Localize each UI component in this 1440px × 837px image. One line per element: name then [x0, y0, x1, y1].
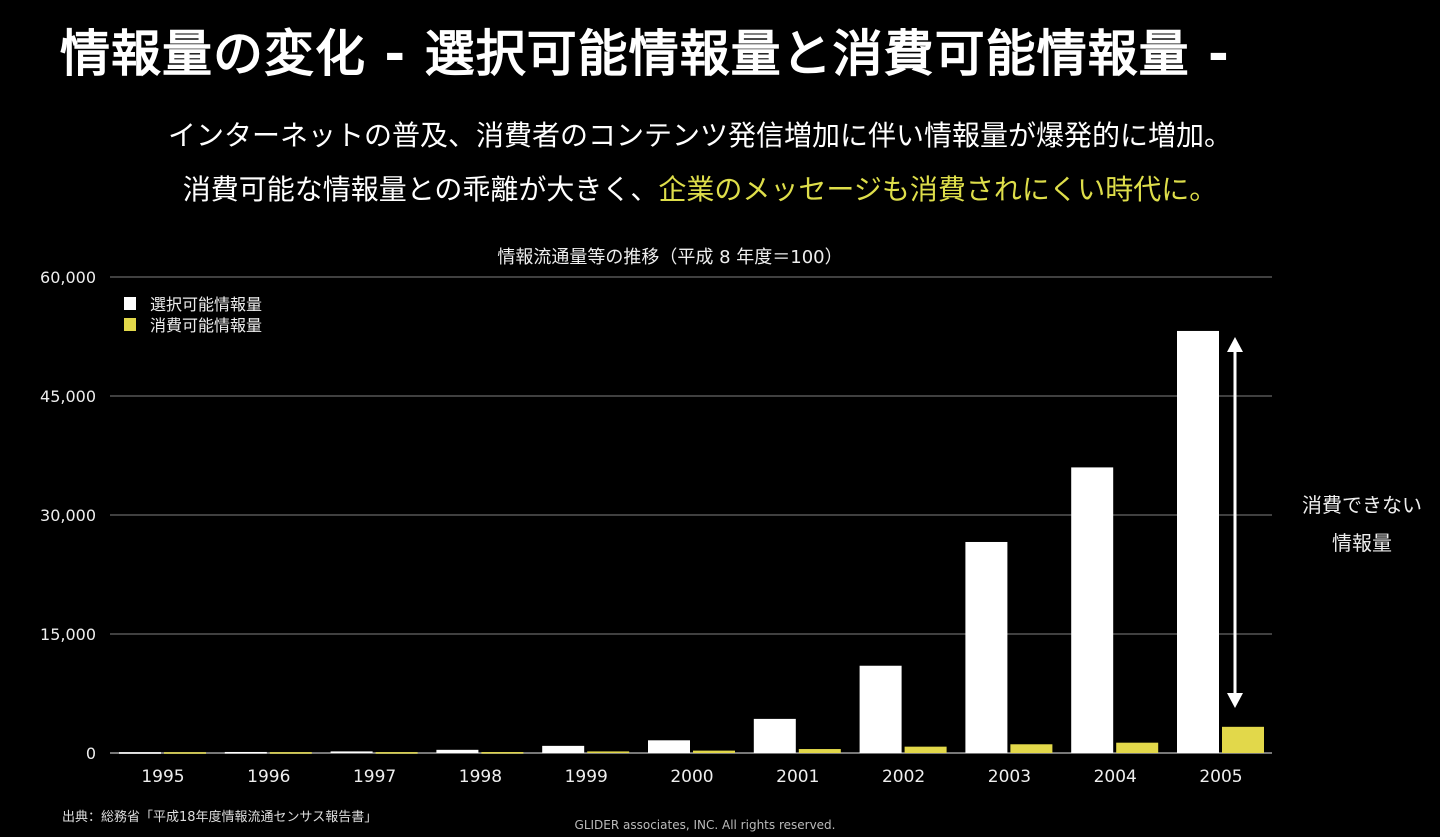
- legend-label-consumable: 消費可能情報量: [150, 316, 262, 335]
- bar-consumable-2003: [1010, 744, 1053, 753]
- bar-consumable-2000: [693, 750, 735, 753]
- bar-selectable-2002: [859, 665, 902, 753]
- bar-selectable-2004: [1071, 467, 1114, 753]
- legend-swatch-consumable: [124, 318, 136, 331]
- bar-consumable-1999: [587, 751, 630, 753]
- y-tick-label: 30,000: [40, 506, 96, 525]
- subtitle-highlight: 企業のメッセージも消費されにくい時代に。: [658, 173, 1218, 206]
- x-tick-label: 2005: [1199, 767, 1242, 787]
- x-tick-label: 1998: [459, 767, 502, 787]
- x-tick-label: 2001: [776, 767, 819, 787]
- slide-title: 情報量の変化 - 選択可能情報量と消費可能情報量 -: [60, 25, 1230, 83]
- x-tick-label: 2002: [882, 767, 925, 787]
- bar-selectable-1997: [330, 751, 373, 753]
- bar-consumable-1998: [481, 752, 524, 754]
- legend: 選択可能情報量 消費可能情報量: [124, 295, 262, 335]
- x-tick-label: 2004: [1094, 767, 1137, 787]
- x-tick-label: 1997: [353, 767, 396, 787]
- gap-arrow: [1227, 337, 1243, 708]
- x-tick-label: 2003: [988, 767, 1031, 787]
- x-tick-label: 1996: [247, 767, 290, 787]
- subtitle-line-1: インターネットの普及、消費者のコンテンツ発信増加に伴い情報量が爆発的に増加。: [167, 119, 1232, 152]
- bar-selectable-2003: [965, 541, 1008, 753]
- y-tick-label: 0: [86, 744, 96, 763]
- arrow-down-head-icon: [1227, 693, 1243, 708]
- bar-consumable-1997: [375, 752, 418, 754]
- legend-swatch-selectable: [124, 297, 136, 310]
- bar-consumable-2005: [1222, 726, 1264, 753]
- bar-consumable-2002: [904, 746, 947, 753]
- annotation-line-1: 消費できない: [1302, 493, 1422, 517]
- bar-consumable-1996: [269, 752, 312, 754]
- x-tick-label: 1995: [141, 767, 184, 787]
- chart-title: 情報流通量等の推移（平成 8 年度＝100）: [497, 247, 842, 268]
- y-tick-label: 45,000: [40, 387, 96, 406]
- y-tick-label: 15,000: [40, 625, 96, 644]
- subtitle-plain: 消費可能な情報量との乖離が大きく、: [182, 173, 659, 206]
- bar-selectable-2000: [648, 740, 690, 753]
- x-tick-label: 2000: [670, 767, 713, 787]
- copyright: GLIDER associates, INC. All rights reser…: [574, 818, 836, 832]
- arrow-up-head-icon: [1227, 337, 1243, 352]
- annotation-line-2: 情報量: [1332, 531, 1392, 555]
- legend-label-selectable: 選択可能情報量: [150, 295, 262, 314]
- bar-selectable-2005: [1177, 330, 1219, 753]
- bar-consumable-2004: [1116, 742, 1159, 753]
- subtitle-line-2: 消費可能な情報量との乖離が大きく、企業のメッセージも消費されにくい時代に。: [0, 168, 1400, 208]
- bar-consumable-1995: [164, 752, 206, 754]
- source-note: 出典：総務省「平成18年度情報流通センサス報告書」: [62, 810, 378, 825]
- y-tick-label: 60,000: [40, 268, 96, 287]
- bar-selectable-1995: [119, 752, 161, 754]
- bar-selectable-1996: [224, 751, 267, 754]
- bar-selectable-1998: [436, 749, 479, 753]
- x-tick-label: 1999: [565, 767, 608, 787]
- bar-consumable-2001: [798, 749, 841, 753]
- bar-selectable-1999: [542, 745, 585, 753]
- bar-selectable-2001: [753, 718, 796, 753]
